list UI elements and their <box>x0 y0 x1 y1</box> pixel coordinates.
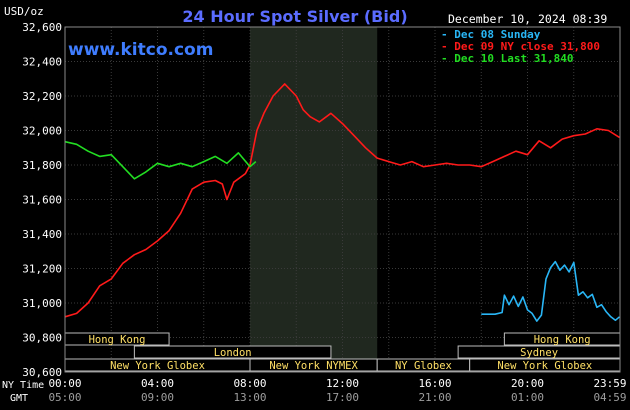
y-tick-label: 32,000 <box>22 125 62 138</box>
y-tick-label: 32,600 <box>22 21 62 34</box>
x-tick-label-ny: 04:00 <box>141 377 174 390</box>
market-session-label: New York Globex <box>497 360 592 372</box>
series-line-2 <box>64 83 620 318</box>
nymex-session-shading <box>250 27 378 372</box>
x-tick-label-ny: 00:00 <box>48 377 81 390</box>
market-session-label: Sydney <box>520 347 558 359</box>
watermark-url: www.kitco.com <box>68 40 213 60</box>
x-tick-label-gmt: 04:59 <box>593 391 626 404</box>
y-tick-label: 31,600 <box>22 194 62 207</box>
series-line-3 <box>64 140 257 180</box>
y-tick-label: 31,800 <box>22 159 62 172</box>
y-tick-label: 31,000 <box>22 297 62 310</box>
market-session-label: New York NYMEX <box>269 360 358 372</box>
chart-title: 24 Hour Spot Silver (Bid) <box>182 7 407 26</box>
market-session-label: Hong Kong <box>534 334 591 346</box>
y-tick-label: 32,400 <box>22 56 62 69</box>
x-tick-label-ny: 20:00 <box>511 377 544 390</box>
series-line-1 <box>481 260 621 322</box>
x-tick-label-gmt: 05:00 <box>48 391 81 404</box>
market-session-label: Hong Kong <box>89 334 146 346</box>
x-tick-label-gmt: 09:00 <box>141 391 174 404</box>
y-tick-label: 31,400 <box>22 228 62 241</box>
x-tick-label-ny: 23:59 <box>593 377 626 390</box>
y-tick-label: 30,600 <box>22 366 62 379</box>
market-session-label: NY Globex <box>395 360 452 372</box>
x-row-label-ny: NY Time <box>2 380 44 391</box>
y-tick-label: 32,200 <box>22 90 62 103</box>
x-tick-label-ny: 16:00 <box>418 377 451 390</box>
x-tick-label-gmt: 17:00 <box>326 391 359 404</box>
x-row-label-gmt: GMT <box>10 393 28 404</box>
y-tick-label: 31,200 <box>22 263 62 276</box>
x-tick-label-ny: 12:00 <box>326 377 359 390</box>
x-tick-label-ny: 08:00 <box>233 377 266 390</box>
legend-entry-1: - Dec 08 Sunday <box>441 28 541 41</box>
legend-entry-2: - Dec 09 NY close 31,800 <box>441 40 600 53</box>
x-tick-label-gmt: 01:00 <box>511 391 544 404</box>
plot-frame <box>64 26 621 373</box>
x-tick-label-gmt: 13:00 <box>233 391 266 404</box>
legend-entry-3: - Dec 10 Last 31,840 <box>441 52 573 65</box>
market-session-box <box>133 345 332 359</box>
market-session-label: London <box>214 347 252 359</box>
y-axis-unit-label: USD/oz <box>4 5 44 18</box>
y-tick-label: 30,800 <box>22 332 62 345</box>
date-stamp: December 10, 2024 08:39 <box>448 12 607 26</box>
x-tick-label-gmt: 21:00 <box>418 391 451 404</box>
market-session-label: New York Globex <box>110 360 205 372</box>
